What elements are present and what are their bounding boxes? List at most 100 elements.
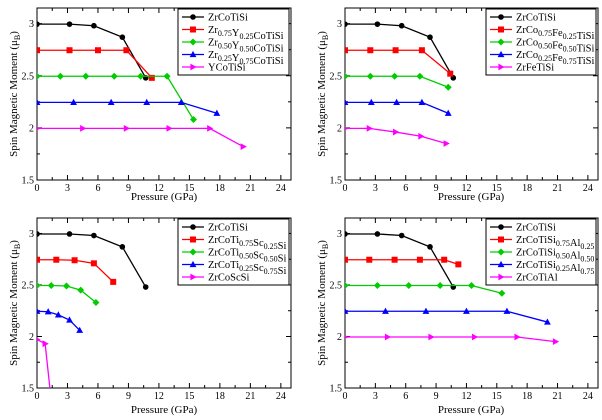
legend-label: ZrCoTiSi0.75Al0.25 [516,235,594,251]
series-3-point [82,72,90,80]
series-2-point [418,47,425,54]
legend-label: ZrCoTiSi [208,13,248,24]
chart-panel-1: 0 3 6 9 12 15 18 21 24 1.5 2 2.5 3 Pressure (GPa) Spin… [8,7,292,203]
data-area [37,231,149,388]
legend-label: ZrCoTiSi [516,223,556,234]
legend-label: ZrCoTiSi [208,223,248,234]
series-5-point [471,333,479,341]
legend-marker [498,26,504,33]
series-line-3 [345,284,503,294]
data-area [37,21,247,151]
y-tick-label: 2.5 [330,71,343,82]
series-3-point [416,72,424,80]
series-4-point [418,98,426,105]
x-axis-label: Pressure (GPa) [438,404,505,416]
x-tick-label: 15 [492,391,502,402]
x-tick-label: 21 [553,391,563,402]
series-3-point [436,281,444,289]
legend-marker [190,63,197,71]
series-3-point [37,72,41,80]
series-4-point [44,308,52,315]
y-tick-label: 1.5 [330,176,343,187]
series-5-point [366,125,373,132]
y-tick-label: 2 [29,332,34,343]
legend-marker [189,38,197,46]
x-tick-label: 24 [583,183,593,194]
legend-label: ZrCoTi0.75Sc0.25Si [208,235,286,252]
x-tick-label: 21 [553,183,563,194]
series-1-point [427,34,433,40]
legend-label: Zr0.75Y0.25CoTiSi [208,25,284,42]
legend-label: Zr0.50Y0.50CoTiSi [208,38,284,55]
chart-panel-2: 0 3 6 9 12 15 18 21 24 1.5 2 2.5 3 Pressure (GPa) Spin… [316,7,599,203]
legend-label: ZrCoTiSi0.50Al0.50 [516,248,594,264]
series-3-point [47,281,55,289]
series-5-point [80,125,87,132]
x-tick-label: 21 [245,183,255,194]
series-4-point [382,307,389,314]
y-tick-label: 1.5 [22,384,35,395]
legend-marker [190,14,196,20]
chart-panel-4: 0 3 6 9 12 15 18 21 24 1.5 2 2.5 3 Pressure (GPa) Spin… [316,217,599,416]
legend-box [177,218,290,286]
legend-marker [190,224,196,230]
x-tick-label: 9 [126,391,131,402]
series-3-point [56,72,64,80]
legend: ZrCoTiSiZr0.75Y0.25CoTiSiZr0.50Y0.50CoTi… [177,8,290,76]
legend-marker [498,224,504,230]
x-tick-label: 15 [184,183,194,194]
series-1-point [374,231,381,237]
series-1-point [119,244,126,250]
series-3-point [391,72,399,80]
series-1-point [427,244,433,250]
series-4-point [367,98,375,105]
series-4-point [70,98,77,105]
y-tick-label: 2 [337,332,342,343]
data-area [345,21,457,147]
series-5-point [166,125,173,132]
series-2-point [367,47,374,54]
series-line-1 [345,233,454,288]
series-2-point [66,47,73,54]
series-line-3 [345,75,449,88]
series-3-point [444,83,452,91]
series-line-1 [345,23,454,79]
legend-marker [190,273,197,281]
y-tick-label: 3 [337,229,342,240]
series-3-point [405,281,413,289]
series-3-point [345,281,349,289]
legend-marker [498,14,504,20]
series-3-point [163,72,171,80]
x-tick-label: 18 [522,391,532,402]
x-tick-label: 12 [154,391,164,402]
x-axis-label: Pressure (GPa) [438,191,505,203]
y-tick-label: 3 [29,229,34,240]
series-1-point [66,231,73,237]
legend: ZrCoTiSiZrCoTi0.75Sc0.25SiZrCoTi0.50Sc0.… [177,218,290,286]
legend-marker [190,236,196,243]
series-1-point [91,22,97,29]
legend-marker [189,248,197,256]
x-tick-label: 6 [403,391,408,402]
series-2-point [345,47,348,54]
legend-label: ZrCoTiSi [516,13,556,24]
series-1-point [91,232,97,239]
plot-frame [344,217,599,389]
series-3-point [468,281,475,289]
series-5-point [240,143,247,151]
series-4-point [345,98,349,105]
series-5-point [428,333,435,341]
series-2-point [123,47,130,54]
series-4-point [66,316,73,323]
legend-label: ZrFeTiSi [516,63,554,74]
series-1-point [142,284,149,290]
series-4-point [345,307,349,314]
legend-label: ZrCo0.75Fe0.25TiSi [516,25,594,42]
series-1-point [345,231,348,237]
y-tick-label: 3 [337,19,342,30]
legend-label: ZrCoScSi [208,273,250,284]
series-1-point [398,22,405,29]
series-2-point [447,70,454,77]
series-1-point [345,21,348,27]
